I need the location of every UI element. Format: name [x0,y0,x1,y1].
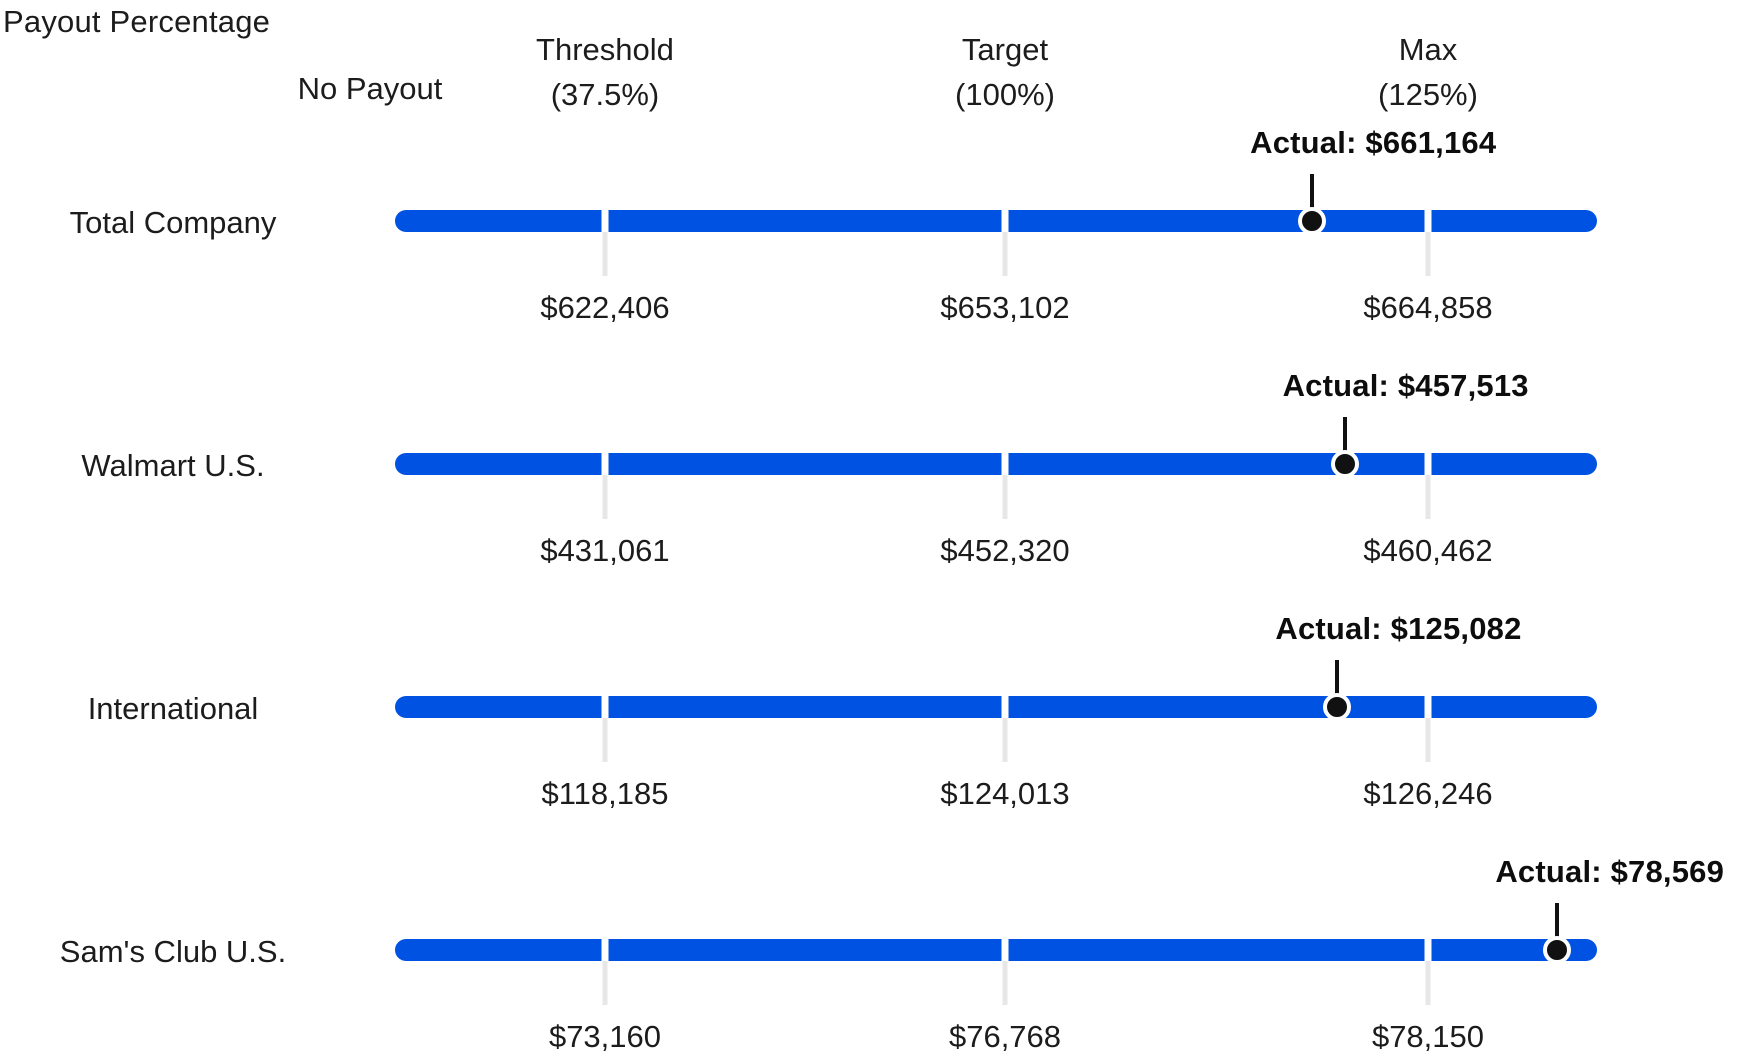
max-tick-line [1425,961,1431,1005]
target-tick-line [1002,961,1008,1005]
target-tick-gap [1001,210,1009,232]
actual-marker-stem [1555,903,1560,953]
bar-area: Actual: $661,164 $622,406 $653,102 $664,… [395,125,1597,325]
actual-marker-dot [1298,207,1327,235]
bar-area: Actual: $78,569 $73,160 $76,768 $78,150 [395,854,1724,1054]
row-label: International [87,691,259,726]
max-tick-gap [1424,210,1432,232]
max-tick-gap [1424,939,1432,961]
row-label: Sam's Club U.S. [59,934,287,969]
threshold-tick-line [602,232,608,276]
actual-marker-dot [1323,693,1352,721]
threshold-tick-line [602,718,608,762]
target-value-label: $76,768 [948,1019,1062,1054]
actual-value-label: Actual: $125,082 [1275,611,1522,646]
axis-header-threshold-line2: (37.5%) [550,77,660,112]
chart-row-walmart-us: Walmart U.S. Actual: $457,513 $431,061 $… [0,368,1760,568]
target-tick-gap [1001,696,1009,718]
bar-area: Actual: $457,513 $431,061 $452,320 $460,… [395,368,1597,568]
target-tick-line [1002,232,1008,276]
target-value-label: $653,102 [940,290,1070,325]
payout-range-bar [395,210,1597,232]
target-tick-line [1002,475,1008,519]
threshold-tick-line [602,961,608,1005]
payout-range-bar [395,453,1597,475]
target-tick-gap [1001,453,1009,475]
axis-header-max: Max (125%) [1378,27,1478,117]
actual-marker-dot [1330,450,1359,478]
chart-title: Payout Percentage [3,4,271,39]
target-tick-gap [1001,939,1009,961]
payout-range-bar [395,696,1597,718]
axis-header-threshold-line1: Threshold [536,32,674,67]
actual-value-label: Actual: $78,569 [1495,854,1725,889]
axis-header-max-line2: (125%) [1378,77,1478,112]
actual-marker-stem [1335,660,1340,710]
bar-area: Actual: $125,082 $118,185 $124,013 $126,… [395,611,1597,811]
chart-row-international: International Actual: $125,082 $118,185 … [0,611,1760,811]
threshold-value-label: $622,406 [540,290,670,325]
target-value-label: $452,320 [940,533,1070,568]
max-tick-line [1425,475,1431,519]
actual-marker-stem [1310,174,1315,224]
chart-row-sams-club-us: Sam's Club U.S. Actual: $78,569 $73,160 … [0,854,1760,1054]
axis-header-threshold: Threshold (37.5%) [536,27,674,117]
threshold-tick-gap [601,210,609,232]
threshold-tick-gap [601,696,609,718]
axis-label-no-payout: No Payout [297,71,443,106]
actual-marker-dot [1543,936,1572,964]
max-tick-gap [1424,453,1432,475]
chart-row-total-company: Total Company Actual: $661,164 $622,406 … [0,125,1760,325]
axis-header-target-line1: Target [961,32,1049,67]
max-value-label: $126,246 [1363,776,1493,811]
max-value-label: $78,150 [1371,1019,1485,1054]
threshold-tick-line [602,475,608,519]
axis-header-max-line1: Max [1398,32,1458,67]
threshold-tick-gap [601,453,609,475]
max-tick-line [1425,718,1431,762]
axis-header-target-line2: (100%) [955,77,1055,112]
max-value-label: $460,462 [1363,533,1493,568]
axis-header-target: Target (100%) [955,27,1055,117]
threshold-tick-gap [601,939,609,961]
actual-value-label: Actual: $457,513 [1282,368,1529,403]
target-value-label: $124,013 [940,776,1070,811]
row-label: Walmart U.S. [81,448,265,483]
threshold-value-label: $73,160 [548,1019,662,1054]
max-value-label: $664,858 [1363,290,1493,325]
max-tick-line [1425,232,1431,276]
target-tick-line [1002,718,1008,762]
row-label: Total Company [69,205,277,240]
payout-range-bar [395,939,1597,961]
actual-value-label: Actual: $661,164 [1250,125,1497,160]
actual-marker-stem [1342,417,1347,467]
threshold-value-label: $118,185 [541,776,669,811]
max-tick-gap [1424,696,1432,718]
threshold-value-label: $431,061 [540,533,670,568]
